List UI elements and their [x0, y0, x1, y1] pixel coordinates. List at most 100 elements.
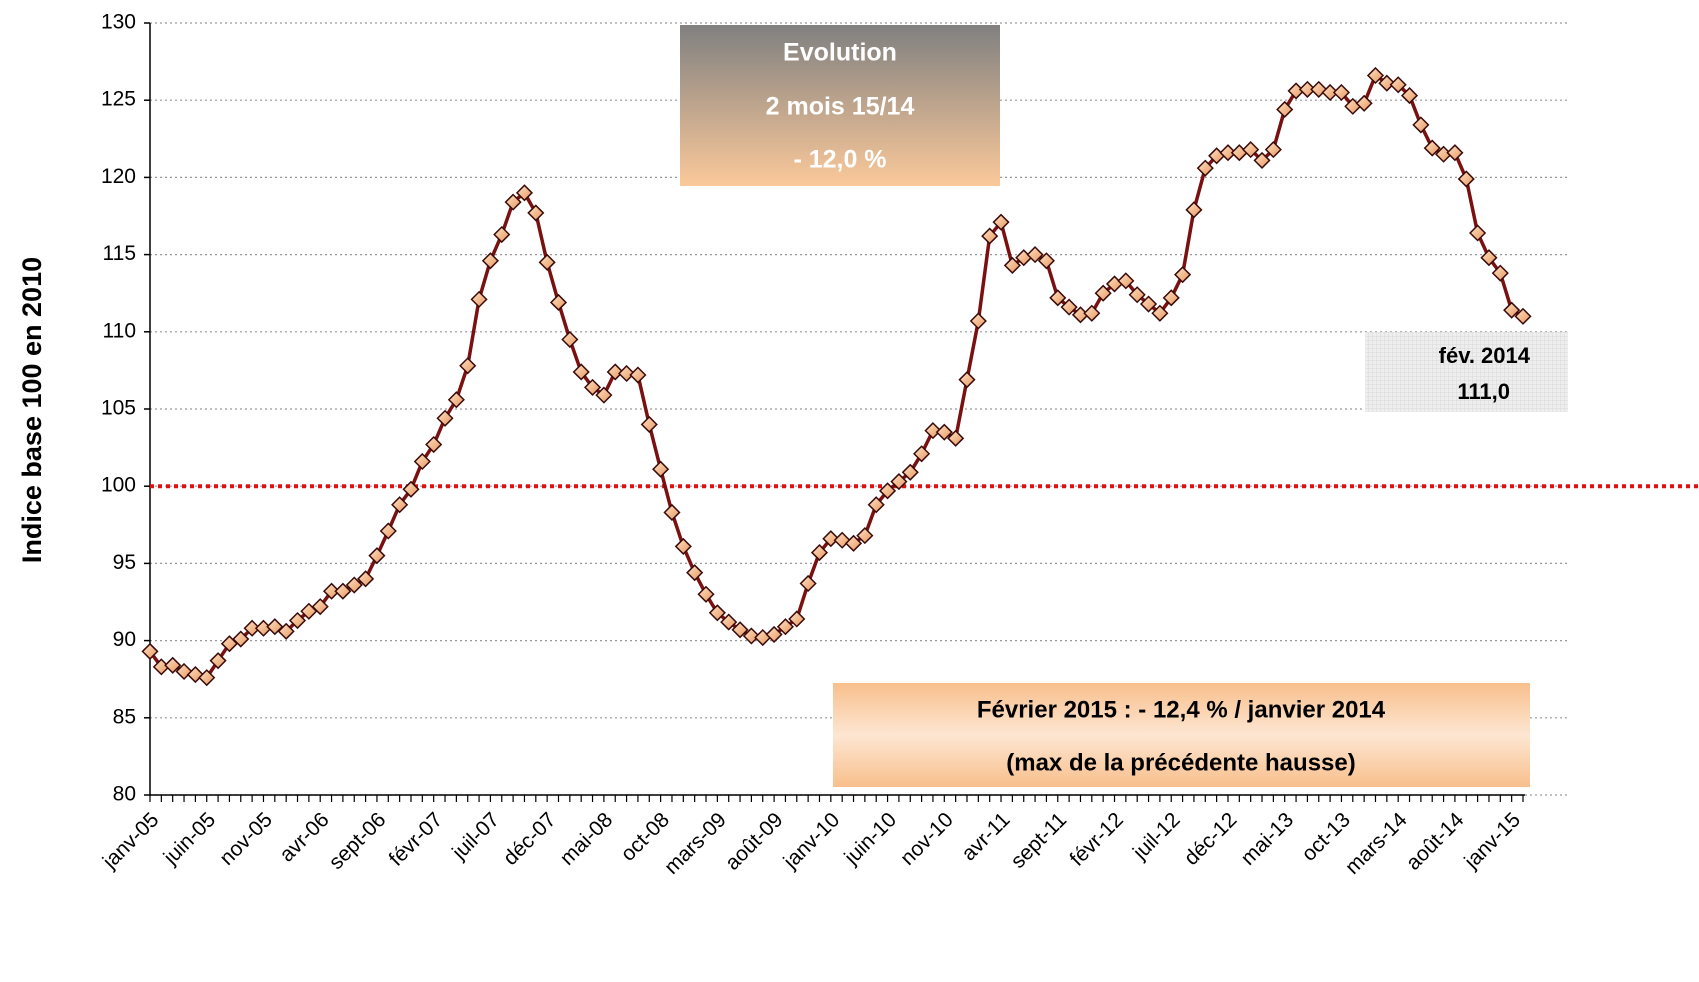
- y-tick-label: 90: [113, 628, 136, 651]
- marker: [1400, 87, 1419, 105]
- marker: [334, 582, 352, 600]
- marker: [1139, 295, 1158, 313]
- annotation-text: Evolution: [783, 39, 897, 67]
- annotation-text: 2 mois 15/14: [766, 93, 915, 121]
- marker: [413, 452, 431, 471]
- annotation-text: (max de la précédente hausse): [1006, 749, 1355, 776]
- marker: [1332, 83, 1351, 102]
- marker: [958, 371, 976, 389]
- x-tick-label: nov-10: [896, 808, 958, 870]
- marker: [788, 610, 806, 628]
- marker: [731, 621, 749, 639]
- last-point-box: [1365, 332, 1568, 412]
- marker: [640, 415, 658, 434]
- y-tick-label: 115: [103, 242, 136, 265]
- y-tick-label: 80: [113, 783, 136, 806]
- marker: [901, 463, 919, 481]
- marker: [1446, 144, 1464, 162]
- marker: [674, 537, 692, 555]
- x-tick-label: févr-12: [1065, 808, 1127, 870]
- marker: [243, 619, 261, 637]
- marker: [1094, 284, 1112, 302]
- x-tick-label: mars-09: [660, 808, 731, 879]
- y-tick-label: 110: [103, 319, 136, 342]
- marker: [879, 482, 897, 500]
- marker: [1049, 289, 1067, 307]
- marker: [538, 253, 556, 271]
- annotation-text: Février 2015 : - 12,4 % / janvier 2014: [977, 696, 1386, 723]
- marker: [981, 227, 999, 245]
- marker: [742, 627, 760, 645]
- marker: [425, 435, 443, 454]
- marker: [1117, 272, 1135, 290]
- marker: [357, 570, 375, 588]
- marker: [1003, 256, 1021, 274]
- marker: [629, 366, 647, 384]
- note-box: [833, 683, 1530, 787]
- x-tick-label: mai-13: [1237, 808, 1299, 870]
- x-tick-label: févr-07: [385, 808, 447, 870]
- x-tick-label: juil-07: [447, 808, 504, 865]
- marker: [1264, 141, 1282, 159]
- marker: [776, 618, 794, 636]
- marker: [595, 386, 613, 404]
- x-tick-label: nov-05: [215, 808, 277, 870]
- y-tick-label: 125: [101, 88, 136, 111]
- x-tick-label: janv-05: [98, 808, 164, 874]
- y-tick-label: 105: [101, 397, 136, 420]
- x-tick-label: août-14: [1402, 808, 1469, 875]
- marker: [1242, 141, 1260, 159]
- marker: [1469, 224, 1487, 242]
- marker: [493, 225, 511, 244]
- marker: [810, 544, 829, 562]
- marker: [1412, 116, 1430, 134]
- marker: [402, 480, 420, 498]
- marker: [345, 576, 363, 594]
- marker: [481, 252, 499, 270]
- marker: [652, 460, 670, 478]
- marker: [379, 522, 397, 540]
- marker: [141, 642, 159, 660]
- marker: [618, 364, 636, 383]
- marker: [288, 611, 307, 630]
- marker: [833, 531, 851, 549]
- marker: [1162, 289, 1180, 307]
- marker: [606, 363, 624, 381]
- marker: [1378, 74, 1396, 92]
- marker: [1298, 80, 1316, 98]
- marker: [1151, 304, 1169, 322]
- x-tick-label: janv-10: [779, 808, 845, 874]
- marker: [198, 669, 216, 687]
- evolution-box: [680, 25, 1000, 186]
- x-tick-label: janv-15: [1459, 808, 1525, 874]
- x-tick-label: août-09: [721, 808, 788, 875]
- marker: [844, 534, 863, 552]
- marker: [1060, 298, 1078, 316]
- marker: [277, 622, 295, 640]
- marker: [1026, 246, 1044, 264]
- marker: [969, 312, 987, 330]
- y-tick-label: 120: [101, 165, 136, 188]
- marker: [1457, 170, 1475, 188]
- marker: [992, 213, 1010, 231]
- marker: [697, 585, 715, 603]
- y-tick-label: 95: [113, 551, 136, 574]
- marker: [209, 652, 227, 670]
- marker: [1196, 159, 1214, 177]
- marker: [1491, 264, 1509, 282]
- marker: [232, 630, 250, 648]
- x-tick-label: mai-08: [556, 808, 618, 870]
- annotation-text: 111,0: [1457, 379, 1510, 404]
- marker: [765, 625, 783, 643]
- marker: [368, 547, 386, 565]
- marker: [470, 290, 488, 308]
- x-tick-label: mars-14: [1341, 808, 1412, 879]
- x-tick-label: sept-06: [325, 808, 391, 874]
- marker: [549, 293, 568, 312]
- y-tick-label: 100: [101, 474, 136, 497]
- marker: [720, 613, 738, 631]
- marker: [583, 378, 602, 396]
- x-tick-label: juin-05: [159, 808, 221, 870]
- marker: [1389, 76, 1407, 94]
